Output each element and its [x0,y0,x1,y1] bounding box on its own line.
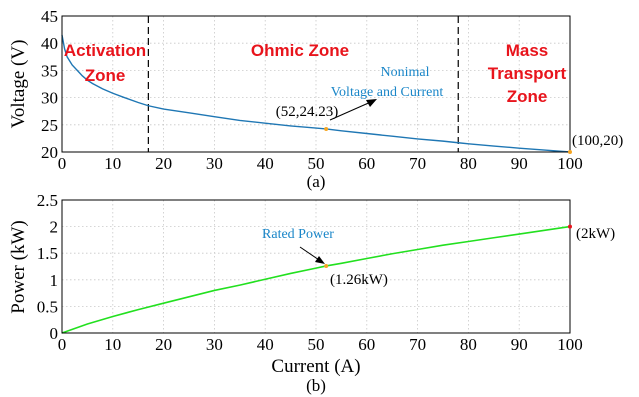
x-tick-label: 90 [511,335,528,354]
voltage-curve [61,34,571,153]
zone-boundaries [147,16,459,152]
power-plot-frame [61,199,571,334]
max-current-point-label: (100,20) [572,133,623,149]
x-tick-label: 10 [104,335,121,354]
zone-label-mass-3: Zone [507,87,548,106]
nominal-annotation-line1: Nonimal [381,65,430,80]
x-tick-label: 60 [358,154,375,173]
y-tick-label: 45 [41,7,58,26]
power-grid [62,200,570,333]
power-chart: 0 10 20 30 40 50 60 70 80 90 100 00.511.522.5 Powe… [8,191,615,395]
voltage-y-ticks: 20 25 30 35 40 45 [41,7,58,162]
x-tick-label: 20 [155,154,172,173]
x-tick-label: 70 [409,335,426,354]
x-tick-label: 40 [257,154,274,173]
nominal-point-label: (52,24.23) [276,104,339,120]
nominal-arrow [329,100,374,121]
power-y-axis-label: Power (kW) [8,220,29,313]
x-tick-label: 30 [206,335,223,354]
zone-label-activation-1: Activation [64,41,146,60]
y-tick-label: 20 [41,143,58,162]
x-tick-label: 20 [155,335,172,354]
voltage-grid [62,16,570,152]
x-tick-label: 50 [308,335,325,354]
x-tick-label: 10 [104,154,121,173]
nominal-annotation-line2: Voltage and Current [331,85,444,100]
x-tick-label: 100 [557,154,583,173]
rated-power-point-marker [324,263,329,268]
voltage-x-ticks: 0 10 20 30 40 50 60 70 80 90 100 [58,154,583,173]
x-tick-label: 90 [511,154,528,173]
subplot-label-b: (b) [306,376,326,395]
current-x-axis-label: Current (A) [271,356,360,377]
max-power-point-marker [568,224,572,229]
y-tick-label: 2 [50,218,59,237]
y-tick-label: 0 [50,324,59,343]
x-tick-label: 0 [58,335,67,354]
y-tick-label: 40 [41,34,58,53]
power-x-ticks: 0 10 20 30 40 50 60 70 80 90 100 [58,335,583,354]
rated-power-point-label: (1.26kW) [330,272,388,288]
zone-label-activation-2: Zone [85,66,126,85]
zone-label-mass-1: Mass [506,41,549,60]
x-tick-label: 80 [460,335,477,354]
x-tick-label: 100 [557,335,583,354]
rated-power-arrow-head [315,256,325,264]
voltage-chart: 0 10 20 30 40 50 60 70 80 90 100 20 25 30 35 40 45 Volt… [8,7,623,191]
y-tick-label: 1 [50,271,59,290]
max-power-point-label: (2kW) [576,226,615,242]
x-tick-label: 60 [358,335,375,354]
x-tick-label: 70 [409,154,426,173]
x-tick-label: 30 [206,154,223,173]
power-curve [61,225,571,334]
x-tick-label: 0 [58,154,67,173]
subplot-label-a: (a) [307,172,326,191]
voltage-y-axis-label: Voltage (V) [8,40,29,129]
max-current-point-marker [568,150,572,154]
voltage-plot-frame [61,15,571,153]
nominal-arrow-head [366,99,377,107]
zone-label-ohmic: Ohmic Zone [251,41,349,60]
power-y-ticks: 0 0.5 1 1.5 2 2.5 [37,191,58,343]
x-tick-label: 40 [257,335,274,354]
y-tick-label: 35 [41,61,58,80]
x-tick-label: 50 [308,154,325,173]
x-tick-label: 80 [460,154,477,173]
zone-label-mass-2: Transport [488,64,567,83]
y-tick-label: 0.5 [37,297,58,316]
nominal-point-marker [324,126,329,131]
rated-power-annotation: Rated Power [262,227,334,242]
y-tick-label: 25 [41,116,58,135]
y-tick-label: 2.5 [37,191,58,210]
y-tick-label: 30 [41,89,58,108]
y-tick-label: 1.5 [37,244,58,263]
